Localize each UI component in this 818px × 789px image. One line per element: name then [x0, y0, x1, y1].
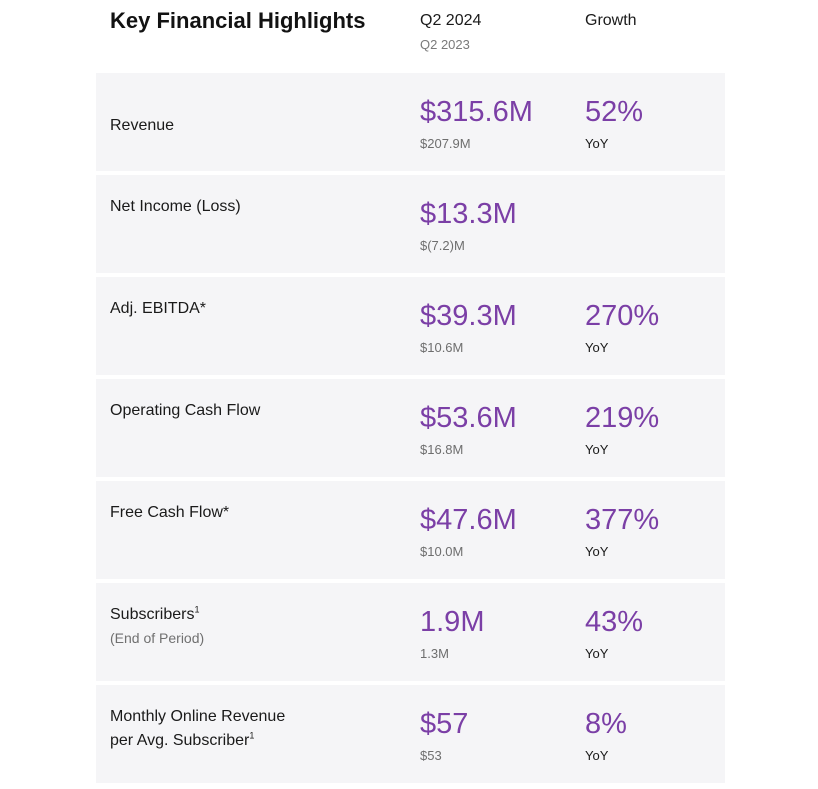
footnote-marker: 1: [194, 604, 200, 615]
financial-highlights-table: Revenue $315.6M $207.9M 52% YoY Net Inco…: [96, 73, 725, 783]
prior-value: $10.0M: [420, 544, 464, 559]
growth-value: 43%: [585, 606, 644, 638]
growth-note: YoY: [585, 646, 609, 661]
table-row-free-cash-flow: Free Cash Flow* $47.6M $10.0M 377% YoY: [96, 481, 725, 579]
growth-note: YoY: [585, 340, 609, 355]
current-period-header: Q2 2024: [420, 12, 482, 29]
table-row-adj-ebitda: Adj. EBITDA* $39.3M $10.6M 270% YoY: [96, 277, 725, 375]
row-label: Operating Cash Flow: [110, 402, 261, 419]
row-label-text: Subscribers: [110, 606, 195, 623]
row-label: Monthly Online Revenue per Avg. Subscrib…: [110, 705, 285, 753]
prior-period-header: Q2 2023: [420, 37, 470, 52]
growth-value: 377%: [585, 504, 660, 536]
current-value: 1.9M: [420, 606, 485, 638]
current-value: $47.6M: [420, 504, 517, 536]
prior-value: $10.6M: [420, 340, 464, 355]
row-label: Revenue: [110, 117, 175, 134]
growth-value: 270%: [585, 300, 660, 332]
current-value: $53.6M: [420, 402, 517, 434]
prior-value: $(7.2)M: [420, 238, 465, 253]
growth-header: Growth: [585, 12, 637, 29]
growth-note: YoY: [585, 544, 609, 559]
current-value: $57: [420, 708, 469, 740]
growth-value: 52%: [585, 96, 644, 128]
growth-note: YoY: [585, 442, 609, 457]
row-sublabel: (End of Period): [110, 630, 205, 646]
table-row-subscribers: Subscribers1 (End of Period) 1.9M 1.3M 4…: [96, 583, 725, 681]
row-label: Adj. EBITDA*: [110, 300, 207, 317]
table-row-operating-cash-flow: Operating Cash Flow $53.6M $16.8M 219% Y…: [96, 379, 725, 477]
row-label: Net Income (Loss): [110, 198, 241, 215]
growth-note: YoY: [585, 748, 609, 763]
growth-value: 8%: [585, 708, 627, 740]
current-value: $13.3M: [420, 198, 517, 230]
prior-value: $207.9M: [420, 136, 471, 151]
growth-note: YoY: [585, 136, 609, 151]
row-label: Free Cash Flow*: [110, 504, 230, 521]
row-label: Subscribers1 (End of Period): [110, 603, 204, 649]
prior-value: $53: [420, 748, 442, 763]
table-row-arpu: Monthly Online Revenue per Avg. Subscrib…: [96, 685, 725, 783]
footnote-marker: 1: [249, 730, 255, 741]
page-title: Key Financial Highlights: [110, 8, 366, 33]
growth-value: 219%: [585, 402, 660, 434]
prior-value: 1.3M: [420, 646, 449, 661]
prior-value: $16.8M: [420, 442, 464, 457]
table-row-revenue: Revenue $315.6M $207.9M 52% YoY: [96, 73, 725, 171]
current-value: $315.6M: [420, 96, 533, 128]
row-label-line1: Monthly Online Revenue: [110, 708, 286, 725]
row-label-line2: per Avg. Subscriber: [110, 732, 250, 749]
table-row-net-income: Net Income (Loss) $13.3M $(7.2)M: [96, 175, 725, 273]
table-header: Key Financial Highlights Q2 2024 Q2 2023…: [0, 0, 818, 73]
current-value: $39.3M: [420, 300, 517, 332]
